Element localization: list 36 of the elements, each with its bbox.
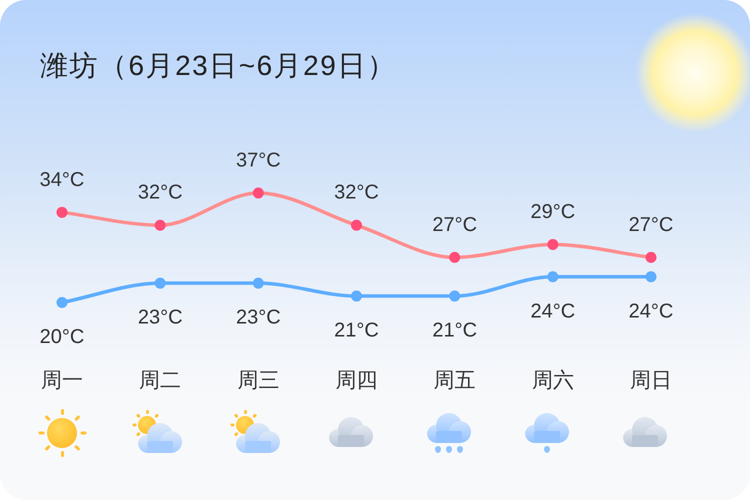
data-label: 29°C — [530, 201, 576, 224]
point — [351, 290, 362, 302]
data-label: 24°C — [530, 300, 576, 322]
x-tick-label: 周四 — [336, 368, 378, 392]
data-label: 32°C — [138, 182, 183, 204]
x-tick-label: 周一 — [41, 368, 83, 392]
data-label: 20°C — [40, 326, 84, 348]
data-label: 23°C — [138, 306, 183, 329]
point — [449, 290, 460, 302]
point — [449, 252, 460, 263]
point — [547, 271, 558, 282]
data-label: 32°C — [334, 182, 379, 204]
data-label: 24°C — [628, 300, 674, 322]
point — [646, 252, 656, 263]
x-tick-label: 周三 — [237, 368, 280, 392]
point — [351, 220, 362, 231]
data-label: 27°C — [628, 214, 674, 236]
chart-title: 潍坊（6月23日~6月29日） — [40, 49, 396, 83]
point — [252, 188, 264, 198]
x-tick-label: 周日 — [630, 368, 672, 392]
x-tick-label: 周二 — [139, 368, 182, 392]
point — [56, 206, 68, 218]
data-label: 37°C — [236, 150, 281, 172]
data-label: 27°C — [432, 214, 478, 236]
point — [646, 271, 656, 282]
x-tick-label: 周六 — [532, 368, 574, 392]
point — [56, 297, 68, 308]
data-label: 21°C — [334, 320, 379, 342]
x-tick-label: 周五 — [434, 368, 476, 392]
point — [154, 278, 166, 289]
point — [252, 278, 264, 289]
data-label: 23°C — [236, 306, 281, 329]
data-label: 34°C — [40, 168, 84, 191]
data-label: 21°C — [432, 320, 478, 342]
point — [154, 220, 166, 231]
point — [547, 239, 558, 250]
